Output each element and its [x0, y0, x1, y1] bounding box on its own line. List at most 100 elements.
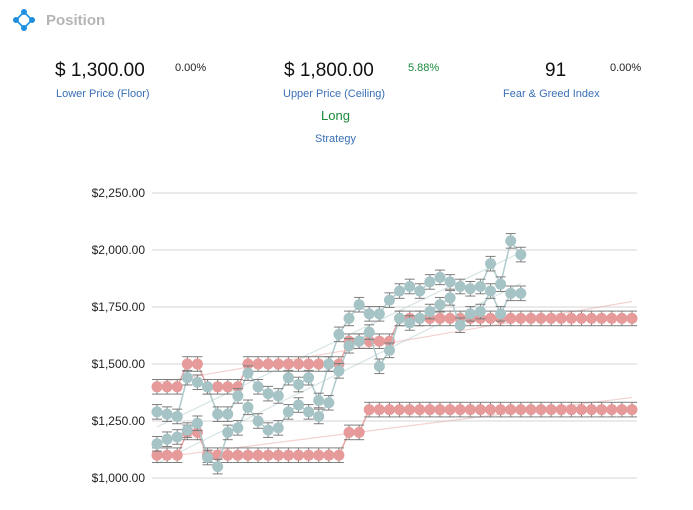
floor-data-point: [616, 404, 628, 416]
lower-data-point: [323, 397, 335, 409]
upper-data-point: [394, 285, 406, 297]
upper-data-point: [292, 379, 304, 391]
upper-data-point: [505, 235, 517, 247]
position-header: Position: [12, 8, 105, 32]
ceiling-data-point: [606, 312, 618, 324]
lower-data-point: [151, 438, 163, 450]
floor-data-point: [262, 449, 274, 461]
ceiling-data-point: [535, 312, 547, 324]
upper-data-point: [202, 381, 214, 393]
floor-data-point: [252, 449, 264, 461]
floor-data-point: [454, 404, 466, 416]
lower-data-point: [262, 424, 274, 436]
ceiling-price-value: $ 1,800.00: [284, 60, 374, 81]
ceiling-data-point: [222, 381, 234, 393]
floor-data-point: [394, 404, 406, 416]
ceiling-data-point: [313, 358, 325, 370]
lower-data-point: [272, 422, 284, 434]
strategy-label[interactable]: Strategy: [315, 133, 356, 145]
upper-data-point: [222, 408, 234, 420]
floor-data-point: [606, 404, 618, 416]
ceiling-data-point: [596, 312, 608, 324]
floor-data-point: [474, 404, 486, 416]
lower-data-point: [353, 335, 365, 347]
lower-data-point: [303, 406, 315, 418]
lower-data-point: [222, 426, 234, 438]
upper-data-point: [404, 280, 416, 292]
ceiling-data-point: [292, 358, 304, 370]
upper-data-point: [242, 367, 254, 379]
floor-data-point: [292, 449, 304, 461]
ceiling-price-label[interactable]: Upper Price (Ceiling): [283, 88, 386, 100]
y-tick-label: $2,000.00: [92, 243, 146, 257]
upper-data-point: [313, 394, 325, 406]
ceiling-data-point: [626, 312, 638, 324]
lower-data-point: [424, 306, 436, 318]
floor-data-point: [313, 449, 325, 461]
fear-greed-change: 0.00%: [610, 62, 642, 74]
lower-data-point: [202, 451, 214, 463]
ceiling-data-point: [444, 312, 456, 324]
floor-price-change: 0.00%: [175, 62, 207, 74]
ceiling-data-point: [525, 312, 537, 324]
ceiling-data-point: [151, 381, 163, 393]
upper-data-point: [282, 372, 294, 384]
upper-data-point: [262, 388, 274, 400]
ceiling-data-point: [282, 358, 294, 370]
floor-data-point: [343, 426, 355, 438]
upper-data-point: [161, 408, 173, 420]
upper-data-point: [333, 328, 345, 340]
upper-data-point: [495, 278, 507, 290]
floor-data-point: [242, 449, 254, 461]
ceiling-data-point: [373, 335, 385, 347]
lower-data-point: [383, 344, 395, 356]
strategy-value: Long: [321, 108, 350, 123]
floor-data-point: [353, 426, 365, 438]
floor-data-point: [222, 449, 234, 461]
floor-data-point: [596, 404, 608, 416]
fear-greed-label[interactable]: Fear & Greed Index: [503, 88, 600, 100]
upper-data-point: [464, 283, 476, 295]
lower-data-point: [282, 406, 294, 418]
lower-data-point: [181, 424, 193, 436]
floor-data-point: [161, 449, 173, 461]
lower-data-point: [464, 308, 476, 320]
upper-data-point: [515, 249, 527, 261]
upper-data-point: [272, 390, 284, 402]
lower-data-point: [313, 410, 325, 422]
lower-data-point: [485, 285, 497, 297]
lower-data-point: [161, 433, 173, 445]
upper-data-point: [343, 312, 355, 324]
upper-data-point: [373, 308, 385, 320]
floor-price-label[interactable]: Lower Price (Floor): [56, 88, 150, 100]
lower-data-point: [252, 415, 264, 427]
upper-data-point: [323, 358, 335, 370]
floor-data-point: [373, 404, 385, 416]
ceiling-data-point: [212, 381, 224, 393]
floor-data-point: [525, 404, 537, 416]
ceiling-data-point: [303, 358, 315, 370]
lower-data-point: [414, 312, 426, 324]
ceiling-data-point: [181, 358, 193, 370]
floor-data-point: [535, 404, 547, 416]
upper-data-point: [353, 299, 365, 311]
floor-data-point: [171, 449, 183, 461]
lower-data-point: [495, 308, 507, 320]
ceiling-data-point: [545, 312, 557, 324]
floor-data-point: [333, 449, 345, 461]
upper-data-point: [414, 285, 426, 297]
upper-data-point: [191, 376, 203, 388]
floor-price-value: $ 1,300.00: [55, 60, 145, 81]
floor-data-point: [495, 404, 507, 416]
lower-data-point: [373, 360, 385, 372]
ceiling-data-point: [161, 381, 173, 393]
upper-data-point: [444, 276, 456, 288]
upper-data-point: [485, 258, 497, 270]
upper-data-point: [181, 372, 193, 384]
lower-data-point: [191, 417, 203, 429]
floor-data-point: [232, 449, 244, 461]
ceiling-data-point: [272, 358, 284, 370]
ceiling-price-change: 5.88%: [408, 62, 440, 74]
floor-data-point: [444, 404, 456, 416]
floor-data-point: [575, 404, 587, 416]
